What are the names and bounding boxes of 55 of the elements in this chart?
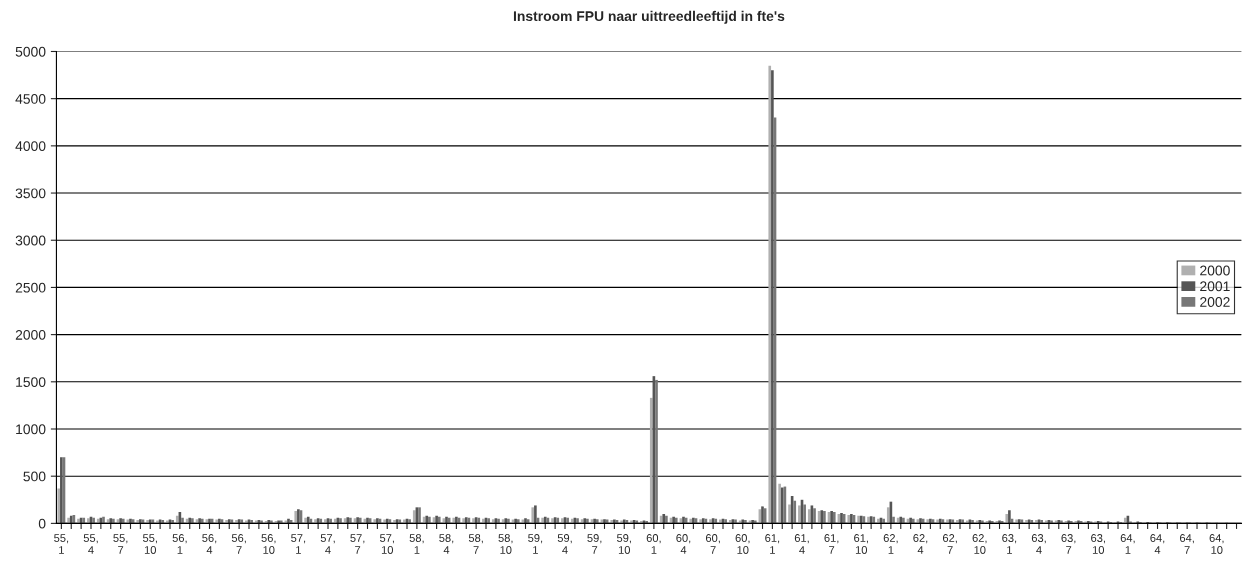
y-tick-label: 3000: [15, 235, 46, 246]
x-tick-label: 62, 4: [913, 534, 928, 554]
x-tick-label: 61, 1: [765, 534, 780, 554]
x-tick-label: 63, 10: [1091, 534, 1105, 554]
x-tick-label: 61, 10: [854, 534, 868, 554]
x-tick-label: 60, 1: [646, 534, 661, 554]
legend-label: 2001: [1200, 281, 1230, 292]
x-tick-label: 64, 1: [1120, 534, 1135, 554]
x-tick-label: 57, 7: [350, 534, 365, 554]
x-tick-label: 63, 1: [1002, 534, 1017, 554]
y-tick-label: 2000: [15, 329, 46, 340]
legend-label: 2002: [1200, 297, 1230, 307]
x-tick-label: 62, 7: [942, 534, 957, 554]
x-tick-label: 59, 10: [616, 534, 631, 554]
x-tick-label: 61, 4: [794, 534, 809, 554]
x-tick-label: 58, 1: [409, 534, 424, 554]
y-tick-label: 4500: [15, 94, 46, 104]
x-tick-label: 56, 4: [202, 534, 217, 554]
x-tick-label: 64, 10: [1209, 534, 1224, 554]
y-tick-label: 500: [23, 471, 46, 482]
x-tick-label: 63, 7: [1061, 534, 1076, 554]
x-tick-label: 59, 7: [587, 534, 602, 554]
y-tick-label: 2500: [15, 282, 46, 293]
x-tick-label: 62, 1: [883, 534, 898, 554]
x-tick-label: 59, 1: [528, 534, 543, 554]
x-tick-label: 60, 10: [735, 534, 750, 554]
x-tick-label: 57, 4: [320, 534, 335, 554]
x-tick-label: 58, 10: [498, 534, 513, 554]
legend-label: 2000: [1200, 265, 1230, 276]
y-tick-label: 3500: [15, 188, 46, 199]
x-tick-label: 57, 1: [291, 534, 306, 554]
x-tick-label: 60, 7: [705, 534, 720, 554]
x-tick-label: 55, 10: [142, 534, 157, 554]
y-tick-label: 0: [38, 518, 46, 529]
x-tick-label: 57, 10: [379, 534, 394, 554]
x-tick-label: 55, 4: [83, 534, 98, 554]
x-tick-label: 64, 4: [1150, 534, 1165, 554]
chart-title: Instroom FPU naar uittreedleeftijd in fte's: [513, 10, 785, 24]
y-tick-label: 4000: [15, 141, 46, 152]
x-tick-label: 58, 7: [468, 534, 483, 554]
x-tick-label: 63, 4: [1031, 534, 1046, 554]
x-tick-label: 58, 4: [439, 534, 454, 554]
x-tick-label: 56, 1: [172, 534, 187, 554]
x-tick-label: 55, 1: [54, 534, 69, 554]
x-tick-label: 59, 4: [557, 534, 572, 554]
x-tick-label: 61, 7: [824, 534, 839, 554]
x-tick-label: 60, 4: [676, 534, 691, 554]
x-tick-label: 56, 10: [261, 534, 276, 554]
x-tick-label: 62, 10: [972, 534, 987, 554]
y-tick-label: 1000: [16, 424, 46, 435]
x-tick-label: 64, 7: [1179, 534, 1194, 554]
y-tick-label: 1500: [16, 377, 46, 387]
x-tick-label: 55, 7: [113, 534, 128, 554]
y-tick-label: 5000: [15, 46, 46, 57]
x-tick-label: 56, 7: [231, 534, 246, 554]
